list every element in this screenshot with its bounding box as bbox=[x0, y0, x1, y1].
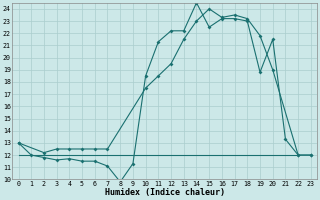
X-axis label: Humidex (Indice chaleur): Humidex (Indice chaleur) bbox=[105, 188, 225, 197]
